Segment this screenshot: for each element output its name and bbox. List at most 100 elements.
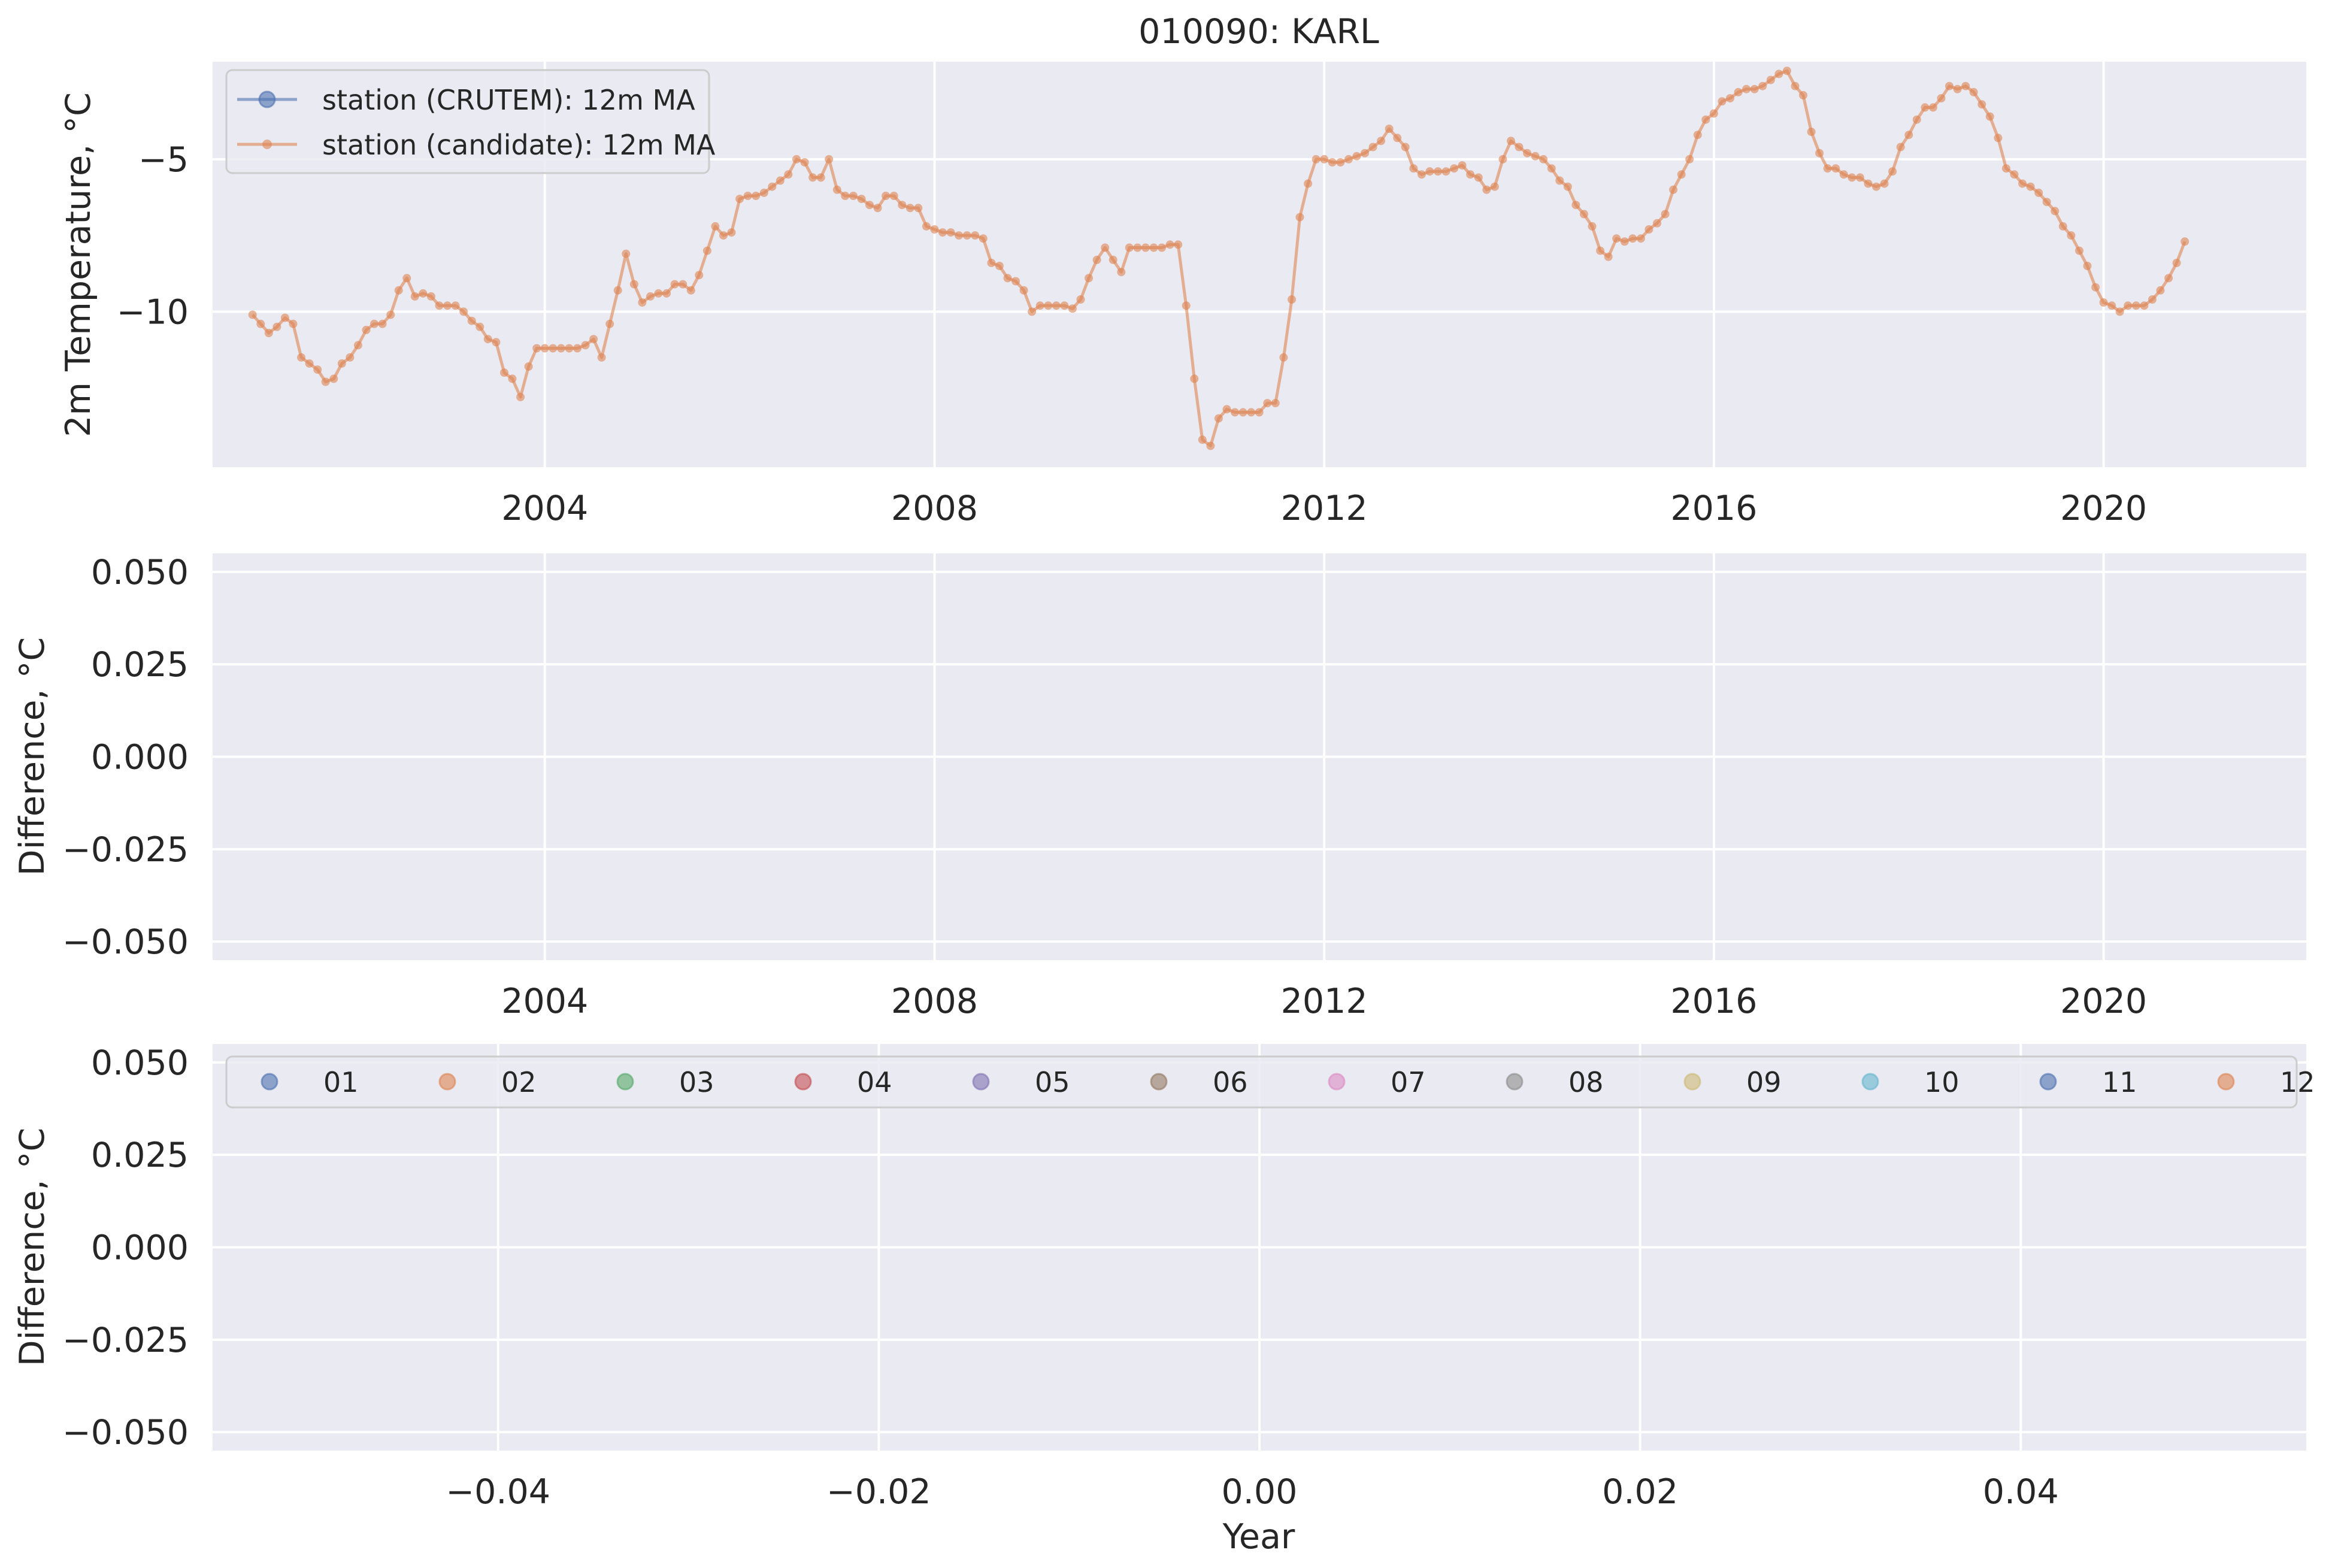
- data-point: [971, 231, 980, 240]
- data-point: [346, 353, 355, 362]
- data-point: [784, 170, 793, 179]
- y-tick-label: 0.050: [91, 1043, 189, 1083]
- data-point: [1158, 243, 1166, 252]
- data-point: [1848, 173, 1856, 182]
- data-point: [1855, 173, 1864, 182]
- data-point: [581, 341, 590, 350]
- data-point: [776, 176, 785, 185]
- data-point: [1165, 240, 1174, 249]
- data-point: [987, 259, 996, 267]
- data-point: [540, 344, 549, 353]
- data-point: [1352, 152, 1361, 161]
- data-point: [1653, 219, 1661, 228]
- data-point: [556, 344, 565, 353]
- legend-marker-month: [2039, 1073, 2057, 1091]
- data-point: [1953, 84, 1962, 93]
- x-tick-label: 2004: [501, 982, 588, 1021]
- data-point: [1620, 237, 1629, 246]
- data-point: [768, 182, 777, 191]
- data-point: [808, 173, 817, 182]
- legend-marker-month: [1328, 1073, 1346, 1091]
- data-point: [394, 286, 403, 295]
- data-point: [622, 249, 631, 258]
- y-tick-label: −5: [138, 140, 189, 180]
- data-point: [2001, 164, 2010, 173]
- x-tick-label: 0.00: [1222, 1472, 1298, 1512]
- data-point: [1994, 134, 2003, 143]
- data-point: [702, 246, 711, 255]
- data-point: [1141, 243, 1150, 252]
- data-point: [1409, 164, 1418, 173]
- data-point: [752, 192, 761, 200]
- data-point: [1693, 131, 1702, 140]
- data-point: [1807, 128, 1816, 137]
- data-point: [451, 301, 460, 310]
- data-point: [1969, 87, 1978, 96]
- data-point: [2083, 262, 2092, 270]
- data-point: [2026, 182, 2035, 191]
- y-tick-label: 0.000: [91, 738, 189, 777]
- y-axis-label-difference-time: Difference, °C: [13, 637, 52, 876]
- y-axis-label-temperature: 2m Temperature, °C: [59, 92, 98, 437]
- data-point: [1288, 295, 1296, 304]
- data-point: [1523, 149, 1532, 158]
- data-point: [2099, 298, 2108, 307]
- data-point: [638, 298, 647, 307]
- data-point: [1864, 179, 1873, 188]
- data-point: [2131, 301, 2140, 310]
- data-point: [955, 231, 964, 240]
- data-point: [1182, 301, 1191, 310]
- data-point: [1734, 87, 1743, 96]
- data-point: [1580, 210, 1588, 219]
- data-point: [1750, 84, 1759, 93]
- data-point: [370, 319, 378, 328]
- data-point: [1401, 143, 1410, 152]
- data-point: [922, 222, 931, 231]
- data-point: [1206, 441, 1215, 450]
- data-point: [670, 280, 679, 289]
- data-point: [467, 316, 476, 325]
- data-point: [1035, 301, 1044, 310]
- data-point: [1937, 94, 1946, 103]
- gridlines-temperature: [213, 62, 2306, 467]
- data-point: [1839, 170, 1848, 179]
- data-point: [1279, 353, 1288, 362]
- data-point: [2075, 246, 2083, 255]
- data-point: [272, 322, 281, 331]
- data-point: [589, 335, 598, 344]
- data-point: [524, 362, 533, 371]
- data-point: [1644, 225, 1653, 234]
- data-point: [727, 228, 736, 237]
- data-point: [1214, 414, 1223, 423]
- data-point: [1068, 304, 1077, 313]
- x-tick-label: −0.04: [446, 1472, 550, 1512]
- panel-difference-month: −0.04 −0.02 0.00 0.02 0.04 0.050 0.025 0.000 −0…: [13, 1043, 2315, 1557]
- y-tick-label: 0.025: [91, 1136, 189, 1175]
- data-point: [1133, 243, 1142, 252]
- data-point: [930, 225, 939, 234]
- data-point: [605, 319, 614, 328]
- data-point: [979, 234, 988, 243]
- y-tick-label: −0.025: [62, 830, 189, 870]
- legend-marker-candidate: [262, 140, 272, 149]
- legend-label-month: 05: [1035, 1066, 1070, 1098]
- data-point: [2010, 170, 2019, 179]
- legend-temperature: station (CRUTEM): 12m MA station (candid…: [225, 69, 716, 174]
- x-tick-label: 2020: [2060, 489, 2147, 528]
- y-tick-label: −10: [117, 292, 189, 332]
- data-point: [613, 286, 622, 295]
- data-point: [1985, 112, 1994, 121]
- data-point: [1190, 374, 1199, 383]
- legend-label-crutem: station (CRUTEM): 12m MA: [322, 84, 695, 116]
- data-point: [679, 280, 688, 289]
- data-point: [313, 365, 322, 374]
- data-point: [1117, 268, 1126, 277]
- data-point: [2091, 283, 2100, 292]
- data-point: [1799, 91, 1807, 99]
- x-tick-label: −0.02: [826, 1472, 931, 1512]
- data-point: [800, 158, 809, 167]
- data-point: [1831, 164, 1840, 173]
- data-point: [1044, 301, 1053, 310]
- legend-marker-month: [1861, 1073, 1879, 1091]
- data-point: [1945, 81, 1954, 90]
